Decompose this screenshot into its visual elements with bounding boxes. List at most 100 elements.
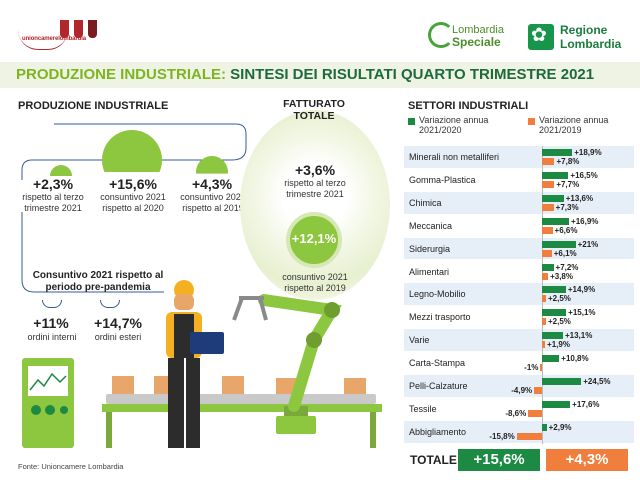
legend-label-2020: Variazione annua 2021/2020 xyxy=(419,115,489,135)
bar-2019 xyxy=(540,364,542,372)
bar-2020 xyxy=(542,149,573,156)
sector-name: Minerali non metalliferi xyxy=(409,152,500,162)
value-label-2020: +13,1% xyxy=(564,331,593,341)
lombardia-speciale-text-2: Speciale xyxy=(452,35,501,49)
regione-lombardia-text-2: Lombardia xyxy=(560,37,622,51)
bar-2020 xyxy=(542,286,566,294)
value-label-2020: +18,9% xyxy=(574,148,602,157)
prod-value-2019: +4,3% xyxy=(191,176,233,192)
sector-row: Mezzi trasporto xyxy=(404,306,634,328)
bar-2020 xyxy=(542,378,582,385)
value-label-2020: +24,5% xyxy=(583,377,611,386)
sector-row: Varie xyxy=(404,329,634,352)
value-label-2019: +1,9% xyxy=(547,340,570,350)
bar-2019 xyxy=(542,341,546,349)
value-label-2020: +21% xyxy=(577,239,599,249)
fatturato-glow xyxy=(240,110,390,300)
bar-2020 xyxy=(542,355,560,363)
bar-2020 xyxy=(542,423,547,431)
value-label-2020: +15,1% xyxy=(568,308,596,318)
value-label-2019: -15,8% xyxy=(489,431,515,441)
produzione-heading: PRODUZIONE INDUSTRIALE xyxy=(18,100,169,112)
page-title-part1: PRODUZIONE INDUSTRIALE: xyxy=(16,66,226,83)
sector-row: Minerali non metalliferi xyxy=(404,146,634,168)
value-label-2019: +2,5% xyxy=(548,294,571,304)
value-label-2020: +16,5% xyxy=(570,170,598,180)
circle-q xyxy=(50,165,72,176)
value-label-2019: -1% xyxy=(524,363,539,373)
sector-name: Gomma-Plastica xyxy=(409,174,476,185)
sector-name: Siderurgia xyxy=(409,243,451,254)
value-label-2019: +7,3% xyxy=(555,202,579,212)
lombardia-speciale-logo: Lombardia Speciale xyxy=(428,20,518,54)
value-label-2019: +3,8% xyxy=(550,271,573,281)
page-title-part2: SINTESI DEI RISULTATI QUARTO TRIMESTRE 2… xyxy=(226,66,595,83)
ordini-esteri-label: ordini esteri xyxy=(94,332,142,342)
legend-swatch-2020 xyxy=(408,118,415,125)
circle-2020 xyxy=(102,130,162,172)
sector-row: Legno-Mobilio xyxy=(404,283,634,306)
consuntivo-heading: Consuntivo 2021 rispetto al periodo pre-… xyxy=(32,270,164,293)
value-label-2019: +7,8% xyxy=(556,157,580,166)
fatturato-y-label: consuntivo 2021 rispetto al 2019 xyxy=(282,272,348,293)
value-label-2020: +7,2% xyxy=(555,262,579,272)
sector-row: Siderurgia xyxy=(404,237,634,260)
regione-lombardia-text-1: Regione xyxy=(560,23,608,37)
sector-name: Meccanica xyxy=(409,220,453,231)
sector-name: Legno-Mobilio xyxy=(409,289,466,300)
fatturato-y-circle xyxy=(286,212,342,268)
sector-name: Alimentari xyxy=(409,266,450,277)
legend-swatch-2019 xyxy=(528,118,535,125)
factory-illustration xyxy=(22,280,382,448)
total-label: TOTALE xyxy=(410,453,457,467)
prod-label-q: rispetto al terzo trimestre 2021 xyxy=(22,192,84,213)
bar-2020 xyxy=(542,263,554,271)
sector-row: Chimica xyxy=(404,191,634,214)
circle-2019 xyxy=(196,156,228,174)
bar-2019 xyxy=(542,180,555,188)
sector-row: Meccanica xyxy=(404,215,634,237)
prod-value-q: +2,3% xyxy=(32,176,74,192)
sector-name: Chimica xyxy=(409,197,442,208)
ordini-interni-value: +11% xyxy=(33,315,69,331)
value-label-2020: +17,6% xyxy=(572,399,600,409)
fatturato-q-label: rispetto al terzo trimestre 2021 xyxy=(284,178,346,199)
sector-name: Pelli-Calzature xyxy=(409,381,468,391)
prod-value-2020: +15,6% xyxy=(109,176,157,192)
bar-2020 xyxy=(542,240,576,248)
bar-2019 xyxy=(542,272,549,280)
bar-2019 xyxy=(542,226,553,234)
title-band xyxy=(0,62,640,88)
bar-2020 xyxy=(542,332,563,340)
value-label-2020: +14,9% xyxy=(567,285,596,295)
legend-label-2019: Variazione annua 2021/2019 xyxy=(539,115,609,135)
sector-name: Varie xyxy=(409,335,430,346)
value-label-2020: +2,9% xyxy=(548,422,572,432)
source-note: Fonte: Unioncamere Lombardia xyxy=(18,462,124,471)
ordini-esteri-value: +14,7% xyxy=(94,315,142,331)
total-value-2019: +4,3% xyxy=(546,449,628,471)
prod-label-2020: consuntivo 2021 rispetto al 2020 xyxy=(100,192,166,213)
bar-2020 xyxy=(542,309,567,317)
value-label-2019: +6,1% xyxy=(553,248,577,258)
sector-name: Mezzi trasporto xyxy=(409,312,471,323)
unioncamere-logo-text: unioncamerelombardia xyxy=(22,36,87,42)
bar-2019 xyxy=(542,158,555,165)
sector-row: Abbigliamento xyxy=(404,420,634,443)
prod-label-2019: consuntivo 2021 rispetto al 2019 xyxy=(180,192,246,213)
sector-row: Gomma-Plastica xyxy=(404,169,634,191)
value-label-2019: +6,6% xyxy=(554,225,578,235)
bar-2019 xyxy=(516,432,542,440)
ordini-interni-label: ordini interni xyxy=(27,332,77,342)
value-label-2020: +10,8% xyxy=(561,354,589,364)
value-label-2019: -8,6% xyxy=(505,408,527,418)
chart-title: SETTORI INDUSTRIALI xyxy=(408,100,529,112)
page-title: PRODUZIONE INDUSTRIALE: SINTESI DEI RISU… xyxy=(16,66,594,83)
sector-name: Tessile xyxy=(409,403,437,414)
bar-2020 xyxy=(542,171,569,179)
sector-row: Tessile xyxy=(404,398,634,420)
sector-row: Carta-Stampa xyxy=(404,352,634,374)
connector-lines xyxy=(21,123,247,293)
bar-2019 xyxy=(528,409,542,417)
bar-2019 xyxy=(542,203,554,211)
